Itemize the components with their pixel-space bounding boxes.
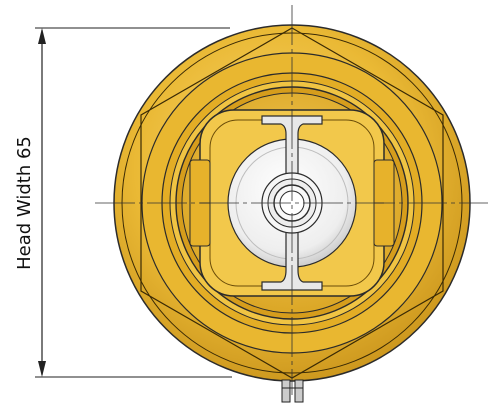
centerlines (95, 5, 488, 395)
dimension-extension-lines (35, 27, 232, 378)
bottom-pins (281, 379, 304, 403)
dimension-line (38, 28, 46, 377)
dimension-label: Head Width 65 (14, 136, 35, 270)
